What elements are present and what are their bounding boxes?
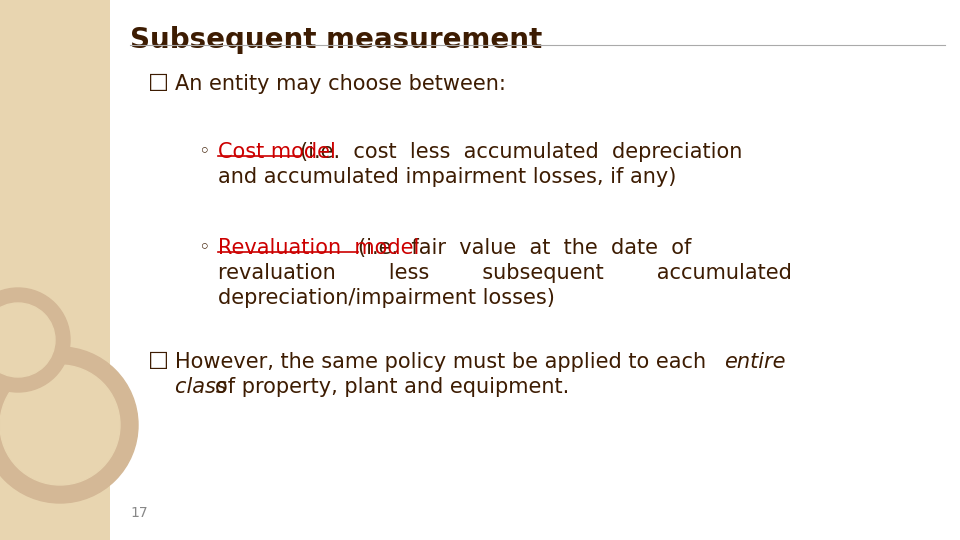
Text: ◦: ◦	[198, 238, 209, 257]
Text: (i.e.  fair  value  at  the  date  of: (i.e. fair value at the date of	[358, 238, 691, 258]
Text: □: □	[148, 72, 169, 92]
Text: depreciation/impairment losses): depreciation/impairment losses)	[218, 288, 555, 308]
Text: ◦: ◦	[198, 142, 209, 161]
Text: An entity may choose between:: An entity may choose between:	[175, 74, 506, 94]
Text: of property, plant and equipment.: of property, plant and equipment.	[215, 377, 569, 397]
Text: entire: entire	[724, 352, 785, 372]
Text: □: □	[148, 350, 169, 370]
Text: revaluation        less        subsequent        accumulated: revaluation less subsequent accumulated	[218, 263, 792, 283]
Text: Revaluation  model: Revaluation model	[218, 238, 426, 258]
Text: Cost model: Cost model	[218, 142, 343, 162]
Circle shape	[0, 347, 138, 503]
Circle shape	[0, 288, 70, 392]
Text: and accumulated impairment losses, if any): and accumulated impairment losses, if an…	[218, 167, 677, 187]
Bar	[0, 0, 110, 540]
Text: However, the same policy must be applied to each: However, the same policy must be applied…	[175, 352, 712, 372]
Circle shape	[0, 303, 55, 377]
Text: 17: 17	[130, 506, 148, 520]
Text: class: class	[175, 377, 233, 397]
Circle shape	[0, 365, 120, 485]
Text: Subsequent measurement: Subsequent measurement	[130, 26, 542, 54]
Text: (i.e.  cost  less  accumulated  depreciation: (i.e. cost less accumulated depreciation	[300, 142, 742, 162]
